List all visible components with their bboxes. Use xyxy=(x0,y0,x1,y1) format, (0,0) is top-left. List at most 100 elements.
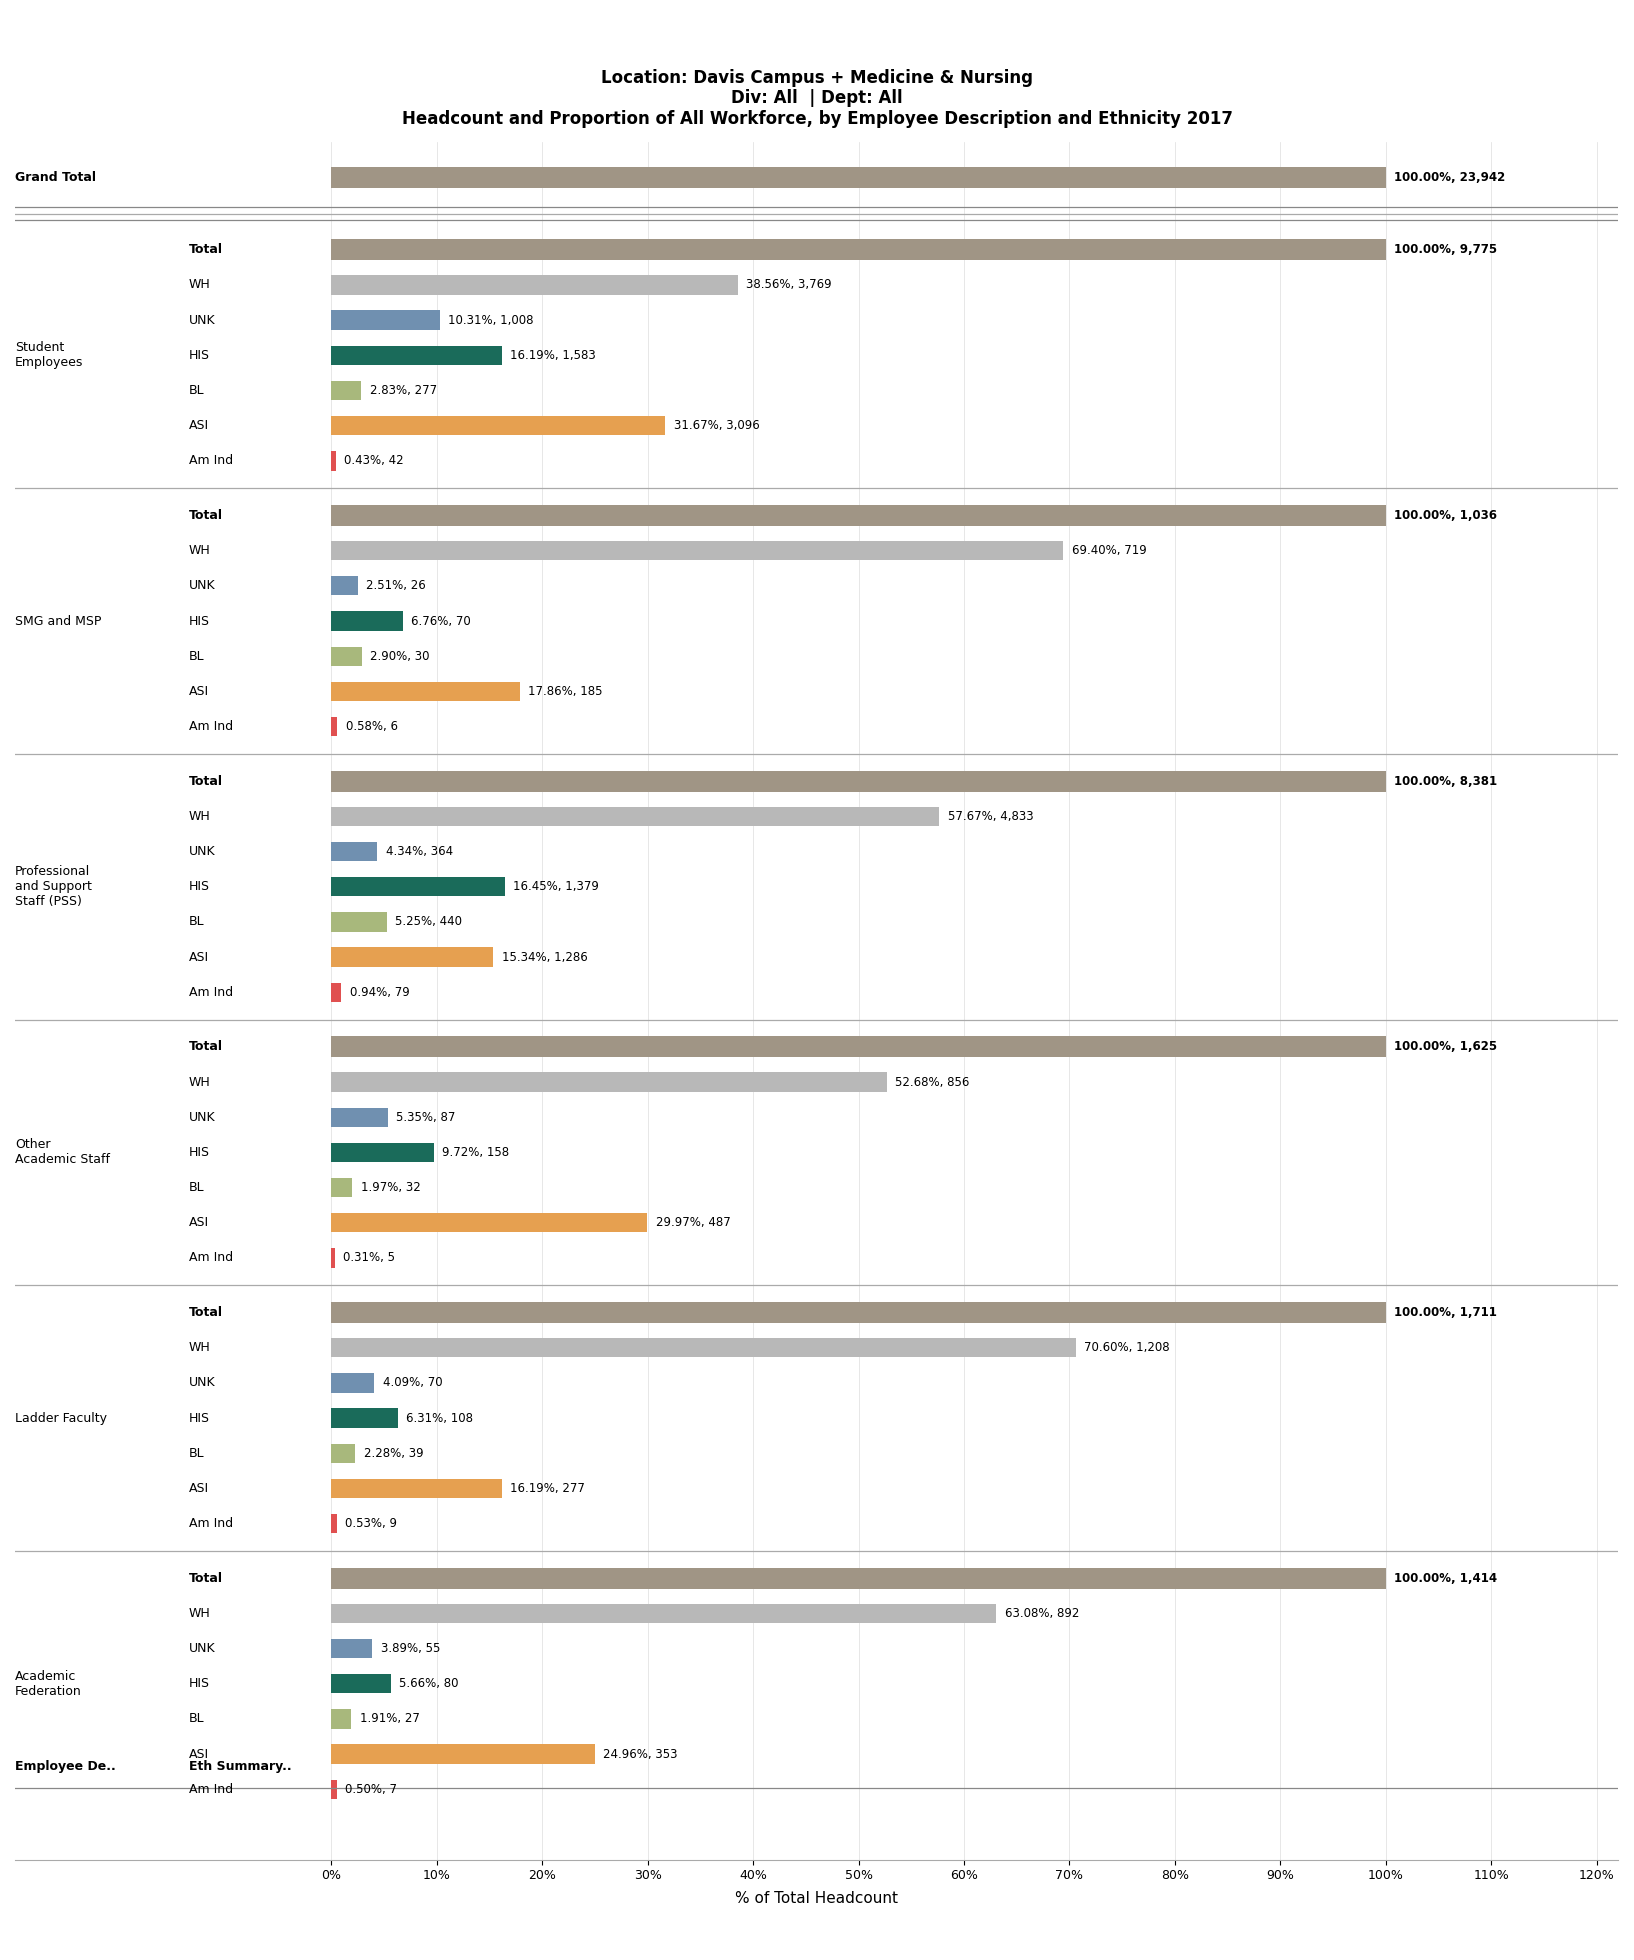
Text: Am Ind: Am Ind xyxy=(190,719,234,733)
Bar xyxy=(332,770,1386,792)
Text: HIS: HIS xyxy=(190,1411,211,1425)
Bar xyxy=(332,1301,1386,1323)
Text: ASI: ASI xyxy=(190,951,209,964)
Text: Academic
Federation: Academic Federation xyxy=(15,1670,82,1697)
Bar xyxy=(332,1744,595,1764)
Text: UNK: UNK xyxy=(190,845,216,858)
Bar xyxy=(332,541,1064,561)
Text: ASI: ASI xyxy=(190,1482,209,1495)
Text: 15.34%, 1,286: 15.34%, 1,286 xyxy=(502,951,587,964)
Bar xyxy=(332,451,337,470)
Text: 0.43%, 42: 0.43%, 42 xyxy=(345,455,404,466)
Text: 31.67%, 3,096: 31.67%, 3,096 xyxy=(673,419,760,433)
Text: Total: Total xyxy=(190,243,222,257)
Text: HIS: HIS xyxy=(190,880,211,894)
Bar xyxy=(332,1178,351,1198)
Bar xyxy=(332,310,440,329)
Bar xyxy=(332,1709,351,1729)
Bar xyxy=(332,1249,335,1268)
Text: Total: Total xyxy=(190,1305,222,1319)
Bar xyxy=(332,1513,337,1533)
Text: Total: Total xyxy=(190,774,222,788)
Text: 63.08%, 892: 63.08%, 892 xyxy=(1005,1607,1080,1619)
Text: Am Ind: Am Ind xyxy=(190,1252,234,1264)
Text: WH: WH xyxy=(190,1076,211,1088)
Bar xyxy=(332,1478,502,1497)
Bar xyxy=(332,345,502,365)
Text: UNK: UNK xyxy=(190,580,216,592)
Bar xyxy=(332,647,361,666)
Text: BL: BL xyxy=(190,1446,204,1460)
X-axis label: % of Total Headcount: % of Total Headcount xyxy=(735,1891,899,1905)
Text: 100.00%, 1,711: 100.00%, 1,711 xyxy=(1394,1305,1497,1319)
Text: 38.56%, 3,769: 38.56%, 3,769 xyxy=(747,278,832,292)
Text: 100.00%, 1,625: 100.00%, 1,625 xyxy=(1394,1041,1497,1053)
Text: BL: BL xyxy=(190,384,204,398)
Text: Student
Employees: Student Employees xyxy=(15,341,83,368)
Text: 17.86%, 185: 17.86%, 185 xyxy=(528,684,603,698)
Text: 0.31%, 5: 0.31%, 5 xyxy=(343,1252,395,1264)
Text: 57.67%, 4,833: 57.67%, 4,833 xyxy=(948,809,1034,823)
Text: Total: Total xyxy=(190,1572,222,1586)
Bar xyxy=(332,239,1386,261)
Text: HIS: HIS xyxy=(190,1678,211,1690)
Text: ASI: ASI xyxy=(190,1217,209,1229)
Text: ASI: ASI xyxy=(190,419,209,433)
Text: Am Ind: Am Ind xyxy=(190,986,234,1000)
Text: 16.19%, 277: 16.19%, 277 xyxy=(510,1482,585,1495)
Text: 100.00%, 1,414: 100.00%, 1,414 xyxy=(1394,1572,1497,1586)
Text: 5.66%, 80: 5.66%, 80 xyxy=(399,1678,459,1690)
Bar xyxy=(332,717,338,737)
Bar xyxy=(332,1568,1386,1590)
Bar xyxy=(332,911,387,931)
Text: 0.53%, 9: 0.53%, 9 xyxy=(345,1517,397,1531)
Text: 100.00%, 9,775: 100.00%, 9,775 xyxy=(1394,243,1497,257)
Bar xyxy=(332,1107,387,1127)
Text: 2.28%, 39: 2.28%, 39 xyxy=(364,1446,423,1460)
Bar xyxy=(332,1445,355,1462)
Text: Ladder Faculty: Ladder Faculty xyxy=(15,1411,106,1425)
Text: BL: BL xyxy=(190,1713,204,1725)
Bar xyxy=(332,1213,647,1233)
Bar xyxy=(332,1374,374,1392)
Text: UNK: UNK xyxy=(190,1642,216,1654)
Text: 2.51%, 26: 2.51%, 26 xyxy=(366,580,426,592)
Text: WH: WH xyxy=(190,809,211,823)
Text: WH: WH xyxy=(190,1341,211,1354)
Text: 69.40%, 719: 69.40%, 719 xyxy=(1072,545,1147,557)
Text: ASI: ASI xyxy=(190,684,209,698)
Bar xyxy=(332,1674,391,1693)
Bar xyxy=(332,1037,1386,1056)
Text: 4.34%, 364: 4.34%, 364 xyxy=(386,845,453,858)
Bar xyxy=(332,947,493,966)
Text: UNK: UNK xyxy=(190,1376,216,1390)
Text: 5.25%, 440: 5.25%, 440 xyxy=(395,915,462,929)
Text: BL: BL xyxy=(190,915,204,929)
Text: 100.00%, 8,381: 100.00%, 8,381 xyxy=(1394,774,1497,788)
Text: HIS: HIS xyxy=(190,1147,211,1158)
Text: 0.94%, 79: 0.94%, 79 xyxy=(350,986,410,1000)
Text: SMG and MSP: SMG and MSP xyxy=(15,615,101,627)
Text: Am Ind: Am Ind xyxy=(190,1784,234,1795)
Text: Total: Total xyxy=(190,1041,222,1053)
Text: 9.72%, 158: 9.72%, 158 xyxy=(443,1147,510,1158)
Bar xyxy=(332,274,739,294)
Bar xyxy=(332,380,361,400)
Text: 3.89%, 55: 3.89%, 55 xyxy=(381,1642,440,1654)
Text: BL: BL xyxy=(190,1182,204,1194)
Bar xyxy=(332,876,505,896)
Text: 16.19%, 1,583: 16.19%, 1,583 xyxy=(510,349,596,363)
Text: 1.91%, 27: 1.91%, 27 xyxy=(359,1713,420,1725)
Bar xyxy=(332,1143,435,1162)
Text: 52.68%, 856: 52.68%, 856 xyxy=(895,1076,969,1088)
Text: UNK: UNK xyxy=(190,314,216,327)
Bar xyxy=(332,682,520,702)
Text: Grand Total: Grand Total xyxy=(15,171,96,184)
Text: 6.76%, 70: 6.76%, 70 xyxy=(412,615,471,627)
Text: WH: WH xyxy=(190,1607,211,1619)
Text: Employee De..: Employee De.. xyxy=(15,1760,116,1772)
Text: 100.00%, 1,036: 100.00%, 1,036 xyxy=(1394,510,1497,521)
Bar xyxy=(332,416,665,435)
Text: 2.83%, 277: 2.83%, 277 xyxy=(369,384,436,398)
Text: BL: BL xyxy=(190,649,204,662)
